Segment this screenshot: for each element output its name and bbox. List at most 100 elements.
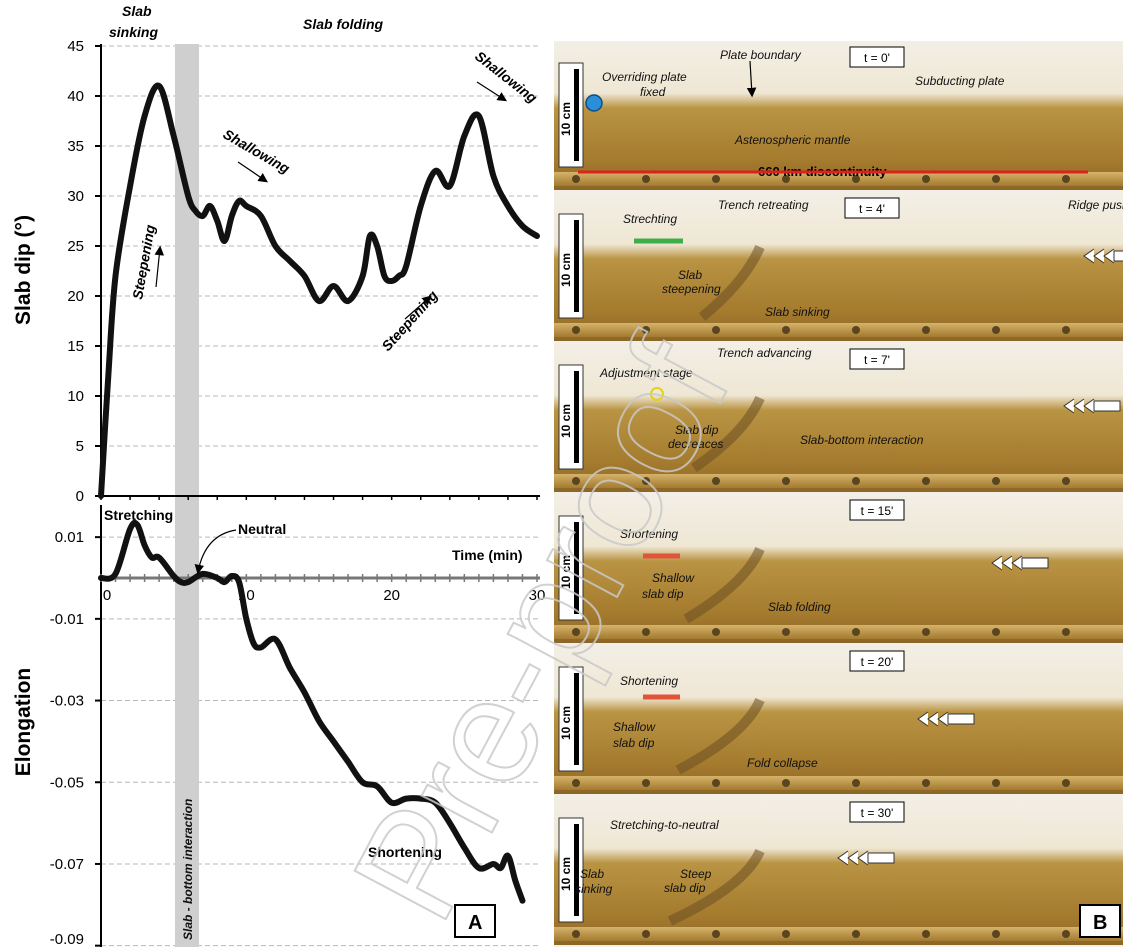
data-point: [434, 802, 436, 804]
data-point: [303, 275, 305, 277]
bolt: [922, 628, 930, 636]
data-point: [333, 285, 335, 287]
data-point: [507, 205, 509, 207]
data-point: [420, 205, 422, 207]
plate-boundary-arrow: [746, 60, 757, 98]
tank-rail: [554, 776, 1123, 790]
frame-label: slab dip: [642, 587, 684, 601]
shallowing-label-1: Shallowing: [221, 126, 293, 177]
frame-t3: 10 cm t = 15': [554, 494, 1123, 643]
bolt: [852, 779, 860, 787]
shallowing-arrow-2: [476, 81, 508, 102]
y-tick-label: 40: [67, 88, 84, 105]
data-point: [158, 557, 160, 559]
data-point: [245, 205, 247, 207]
data-point: [253, 642, 255, 644]
fixed-icon: [585, 94, 603, 112]
data-point: [318, 720, 320, 722]
data-point: [536, 235, 538, 237]
bolt: [992, 628, 1000, 636]
y-tick-label: 35: [67, 138, 84, 155]
frame-label: Strechting: [623, 212, 677, 226]
tank-rail: [554, 927, 1123, 941]
bolt: [782, 628, 790, 636]
data-point: [492, 863, 494, 865]
y-tick-label: -0.05: [50, 774, 84, 791]
bolt: [782, 477, 790, 485]
scale-bar: [574, 522, 579, 614]
data-point: [376, 785, 378, 787]
slab-shape: [683, 546, 765, 624]
data-point: [173, 135, 175, 137]
tank-photo: [554, 645, 1123, 794]
bolt: [1062, 628, 1070, 636]
frame-label: Shallow: [613, 720, 656, 734]
data-point: [216, 577, 218, 579]
data-point: [383, 275, 385, 277]
time-label: t = 15': [861, 504, 894, 518]
ridge-push-arrow: [1063, 398, 1121, 414]
data-point: [238, 581, 240, 583]
y-tick-label: -0.07: [50, 856, 84, 873]
tank-photo: [554, 192, 1123, 341]
time-box: [849, 348, 905, 370]
frame-label: steepening: [662, 282, 721, 296]
data-point: [318, 300, 320, 302]
frame-label: Shortening: [620, 527, 678, 541]
y-tick-label: 10: [67, 388, 84, 405]
data-point: [115, 275, 117, 277]
band-label: Slab - bottom interaction: [181, 799, 195, 940]
time-box: [849, 499, 905, 521]
scale-bar: [574, 371, 579, 463]
bolt: [1062, 326, 1070, 334]
data-point: [173, 575, 175, 577]
frame-label: Slab folding: [768, 600, 831, 614]
frame-label: slab dip: [664, 881, 706, 895]
slab-sinking-label-2: sinking: [109, 24, 158, 40]
bolt: [852, 175, 860, 183]
bottom-y-axis-label: Elongation: [12, 668, 35, 777]
scale-bar: [574, 69, 579, 161]
ridge-push-arrow: [1083, 248, 1123, 264]
time-box: [849, 650, 905, 672]
frame-label: Slab sinking: [765, 305, 830, 319]
panel-b-letter: B: [1093, 912, 1107, 934]
panel-a: Slab - bottom interaction 0 5 10 15 20 25 30 35…: [12, 3, 545, 947]
data-point: [420, 798, 422, 800]
frame-label: Ridge push: [1068, 198, 1123, 212]
data-point: [260, 646, 262, 648]
neutral-arrow: [194, 529, 237, 575]
frame-label: Overriding plate: [602, 70, 687, 84]
adjustment-icon: [650, 387, 664, 401]
data-point: [478, 867, 480, 869]
bolt: [712, 477, 720, 485]
data-point: [507, 855, 509, 857]
bolt: [852, 628, 860, 636]
steepening-label-1: Steepening: [129, 223, 158, 301]
elongation-points: [100, 524, 523, 902]
slab-sinking-label-1: Slab: [122, 3, 152, 19]
y-tick-label: 45: [67, 38, 84, 55]
scale-bar: [574, 824, 579, 916]
data-point: [478, 115, 480, 117]
scale-label: 10 cm: [559, 555, 573, 589]
data-point: [521, 225, 523, 227]
bolt: [922, 175, 930, 183]
bottom-chart-grid: [101, 536, 540, 947]
bolt: [572, 779, 580, 787]
tank-photo: [554, 41, 1123, 190]
bolt: [992, 779, 1000, 787]
data-point: [129, 185, 131, 187]
data-point: [231, 575, 233, 577]
top-y-axis-label: Slab dip (°): [12, 215, 35, 325]
data-point: [347, 761, 349, 763]
slab-dip-points: [100, 85, 538, 497]
data-point: [136, 524, 138, 526]
y-tick-label: 0: [76, 488, 84, 505]
scale-label: 10 cm: [559, 857, 573, 891]
data-point: [245, 618, 247, 620]
bolt: [572, 175, 580, 183]
frame-label: Adjustment stage: [599, 366, 693, 380]
slab-shape: [698, 244, 765, 321]
frame-label: slab dip: [613, 736, 655, 750]
